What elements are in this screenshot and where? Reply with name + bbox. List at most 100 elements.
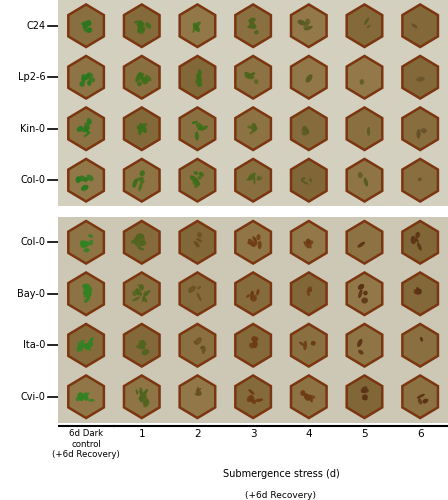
Ellipse shape [244, 72, 251, 76]
Text: Ita-0: Ita-0 [23, 340, 45, 350]
Ellipse shape [196, 390, 202, 396]
Ellipse shape [416, 287, 421, 294]
Ellipse shape [193, 26, 196, 33]
Ellipse shape [82, 25, 90, 32]
Ellipse shape [252, 341, 258, 348]
Ellipse shape [82, 241, 89, 247]
Ellipse shape [416, 289, 422, 293]
Polygon shape [68, 108, 104, 150]
Ellipse shape [89, 240, 93, 246]
Text: Col-0: Col-0 [21, 238, 45, 248]
Ellipse shape [79, 394, 86, 400]
Ellipse shape [83, 76, 88, 80]
Polygon shape [402, 159, 438, 202]
Ellipse shape [194, 24, 200, 32]
Ellipse shape [300, 390, 305, 396]
Ellipse shape [138, 72, 142, 78]
Ellipse shape [192, 121, 198, 124]
Ellipse shape [251, 127, 258, 131]
Ellipse shape [83, 132, 90, 138]
Text: 6: 6 [417, 430, 423, 440]
Ellipse shape [145, 75, 151, 82]
Ellipse shape [141, 78, 146, 84]
Ellipse shape [87, 80, 91, 86]
Text: 6d Dark
control
(+6d Recovery): 6d Dark control (+6d Recovery) [52, 430, 120, 460]
Ellipse shape [251, 172, 255, 180]
Ellipse shape [86, 346, 91, 351]
Polygon shape [180, 221, 215, 264]
Ellipse shape [142, 297, 147, 302]
Ellipse shape [250, 24, 257, 29]
Ellipse shape [145, 80, 148, 84]
Ellipse shape [138, 20, 144, 26]
Ellipse shape [86, 20, 91, 26]
Ellipse shape [366, 24, 370, 28]
Ellipse shape [247, 242, 252, 244]
Ellipse shape [82, 394, 87, 398]
Ellipse shape [417, 290, 422, 294]
Ellipse shape [251, 123, 257, 132]
Polygon shape [291, 4, 327, 47]
Ellipse shape [82, 126, 89, 132]
Ellipse shape [85, 76, 90, 80]
Ellipse shape [82, 21, 87, 25]
Polygon shape [235, 324, 271, 366]
Ellipse shape [85, 293, 89, 297]
Ellipse shape [194, 171, 198, 175]
Ellipse shape [139, 340, 147, 345]
Ellipse shape [137, 22, 143, 28]
Ellipse shape [142, 240, 146, 246]
Ellipse shape [79, 81, 85, 87]
Ellipse shape [254, 30, 259, 34]
Ellipse shape [132, 296, 140, 302]
Ellipse shape [194, 341, 197, 344]
Ellipse shape [84, 122, 90, 130]
Ellipse shape [307, 240, 312, 248]
Polygon shape [124, 159, 159, 202]
Ellipse shape [194, 241, 198, 244]
Polygon shape [124, 4, 159, 47]
Ellipse shape [248, 174, 254, 180]
Ellipse shape [145, 22, 151, 28]
Polygon shape [124, 272, 159, 315]
Ellipse shape [303, 241, 310, 248]
Ellipse shape [77, 126, 83, 132]
Polygon shape [291, 221, 327, 264]
Text: C24: C24 [26, 20, 45, 30]
Ellipse shape [245, 72, 249, 78]
Ellipse shape [309, 240, 314, 244]
Ellipse shape [417, 242, 422, 250]
Ellipse shape [81, 340, 84, 344]
Ellipse shape [418, 398, 422, 404]
Ellipse shape [247, 126, 252, 129]
Ellipse shape [140, 398, 143, 402]
Ellipse shape [83, 240, 90, 245]
Ellipse shape [196, 178, 200, 186]
Ellipse shape [136, 290, 141, 295]
Ellipse shape [142, 349, 150, 356]
Ellipse shape [311, 341, 316, 345]
Polygon shape [347, 376, 382, 418]
Ellipse shape [84, 297, 89, 303]
Ellipse shape [302, 126, 306, 131]
Ellipse shape [255, 398, 263, 402]
Ellipse shape [131, 239, 138, 244]
Polygon shape [347, 221, 382, 264]
Ellipse shape [137, 126, 143, 130]
Ellipse shape [134, 179, 138, 182]
Polygon shape [180, 376, 215, 418]
Ellipse shape [82, 242, 86, 246]
Ellipse shape [193, 180, 198, 186]
Ellipse shape [246, 294, 250, 298]
Text: 1: 1 [138, 430, 145, 440]
Ellipse shape [86, 292, 90, 300]
Ellipse shape [136, 346, 142, 348]
Ellipse shape [415, 232, 420, 238]
Text: 4: 4 [306, 430, 312, 440]
Ellipse shape [140, 340, 146, 345]
Polygon shape [180, 108, 215, 150]
Ellipse shape [197, 82, 202, 87]
Ellipse shape [138, 22, 142, 28]
Ellipse shape [85, 345, 91, 350]
Ellipse shape [361, 386, 367, 393]
